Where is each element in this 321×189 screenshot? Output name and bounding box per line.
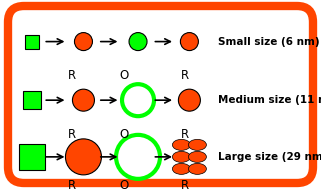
Text: R: R: [68, 69, 76, 82]
Text: Medium size (11 nm): Medium size (11 nm): [218, 95, 321, 105]
Bar: [23, 91, 41, 109]
Bar: [19, 144, 45, 170]
Text: R: R: [68, 128, 76, 141]
Ellipse shape: [172, 139, 190, 150]
Circle shape: [129, 33, 147, 51]
FancyBboxPatch shape: [8, 6, 313, 183]
Circle shape: [74, 33, 92, 51]
Text: O: O: [119, 179, 128, 189]
Circle shape: [116, 135, 160, 179]
Text: R: R: [180, 179, 189, 189]
Ellipse shape: [172, 151, 190, 162]
Ellipse shape: [188, 139, 206, 150]
Bar: [25, 35, 39, 49]
Ellipse shape: [188, 151, 206, 162]
Circle shape: [73, 89, 94, 111]
Ellipse shape: [172, 163, 190, 174]
Text: R: R: [68, 179, 76, 189]
Text: Large size (29 nm): Large size (29 nm): [218, 152, 321, 162]
Ellipse shape: [188, 163, 206, 174]
Text: O: O: [119, 128, 128, 141]
Text: R: R: [180, 128, 189, 141]
Circle shape: [65, 139, 101, 175]
Circle shape: [178, 89, 200, 111]
Text: R: R: [180, 69, 189, 82]
Text: O: O: [119, 69, 128, 82]
Text: Small size (6 nm): Small size (6 nm): [218, 37, 320, 46]
Circle shape: [122, 84, 154, 116]
Circle shape: [180, 33, 198, 51]
